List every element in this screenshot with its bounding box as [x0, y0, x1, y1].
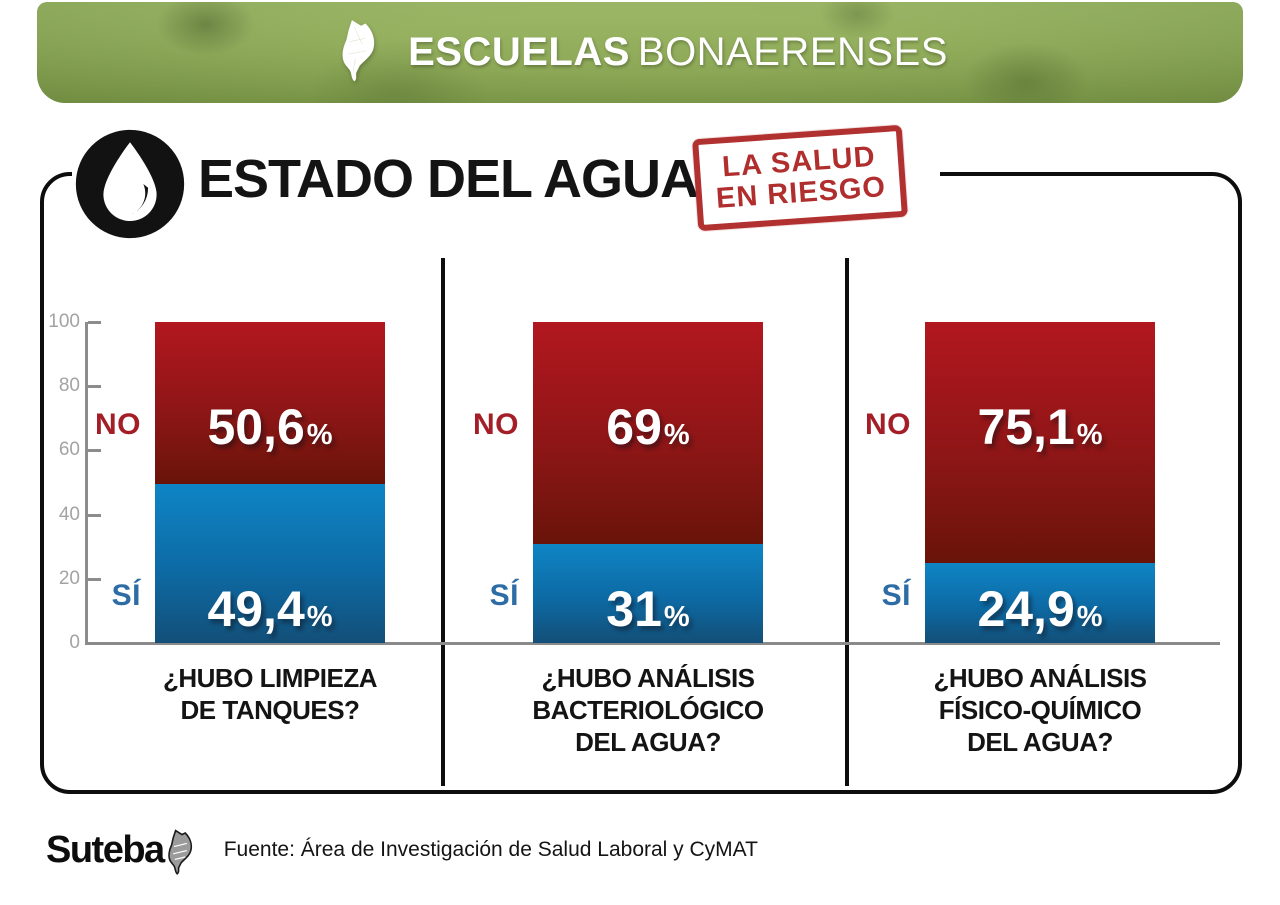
chart-analisis-fisico-quimico: NO SÍ 75,1% 24,9% ¿HUBO ANÁLISIS FÍSICO-QUÍMI…	[845, 176, 1238, 790]
percent-sign: %	[306, 419, 333, 451]
source-text: Fuente: Área de Investigación de Salud L…	[223, 838, 758, 861]
header-banner: ESCUELAS BONAERENSES	[37, 2, 1243, 103]
question-line: DE TANQUES?	[180, 695, 360, 725]
bar-segment-no	[533, 322, 763, 544]
no-value-label: 50,6%	[155, 398, 385, 456]
section-divider-1	[441, 258, 445, 786]
stacked-bar	[533, 322, 763, 643]
x-axis-line	[85, 642, 1220, 645]
water-drop-icon	[73, 127, 187, 241]
y-axis-tick	[88, 321, 101, 324]
y-axis-tick-label: 100	[48, 311, 80, 332]
bar-segment-si	[925, 563, 1155, 643]
percent-sign: %	[1076, 419, 1103, 451]
chart-limpieza-tanques: NO SÍ 50,6% 49,4% ¿HUBO LIMPIEZA DE TANQUES?	[44, 176, 441, 790]
y-axis-tick	[88, 385, 101, 389]
no-value-label: 75,1%	[925, 398, 1155, 456]
no-series-label: NO	[95, 408, 141, 441]
question-line: ¿HUBO ANÁLISIS	[541, 663, 755, 693]
y-axis	[85, 322, 88, 643]
charts-area: NO SÍ 50,6% 49,4% ¿HUBO LIMPIEZA DE TANQUES? …	[44, 176, 1238, 790]
no-series-label: NO	[865, 408, 911, 441]
y-axis-tick-label: 0	[69, 632, 80, 653]
percent-sign: %	[663, 601, 690, 633]
bar-segment-si	[155, 484, 385, 643]
stacked-bar	[925, 322, 1155, 643]
si-value-label: 49,4%	[155, 580, 385, 638]
question-line: DEL AGUA?	[575, 727, 721, 757]
question-label: ¿HUBO ANÁLISIS FÍSICO-QUÍMICO DEL AGUA?	[890, 662, 1190, 758]
bar-segment-no	[925, 322, 1155, 564]
footer: Suteba Fuente: Área de Investigación de …	[46, 820, 758, 880]
si-value-label: 31%	[533, 580, 763, 638]
page-title: ESTADO DEL AGUA	[198, 149, 699, 209]
y-axis-tick	[88, 577, 101, 581]
bar-segment-no	[155, 322, 385, 485]
chart-analisis-bacteriologico: NO SÍ 69% 31% ¿HUBO ANÁLISIS BACTERIOLÓGICO DE…	[441, 176, 845, 790]
y-axis-tick	[88, 449, 101, 453]
suteba-logo-map-icon	[167, 829, 192, 875]
si-value-label-number: 49,4	[207, 581, 305, 637]
no-value-label: 69%	[533, 398, 763, 456]
si-series-label: SÍ	[489, 579, 519, 612]
no-series-label: NO	[473, 408, 519, 441]
percent-sign: %	[306, 601, 333, 633]
suteba-logo-text: Suteba	[46, 828, 165, 871]
y-axis-tick-label: 80	[58, 375, 80, 397]
percent-sign: %	[1076, 601, 1103, 633]
banner-title: ESCUELAS BONAERENSES	[408, 30, 948, 75]
y-axis-tick-label: 60	[58, 439, 80, 461]
si-value-label: 24,9%	[925, 580, 1155, 638]
warning-stamp: LA SALUD EN RIESGO	[692, 124, 908, 232]
question-label: ¿HUBO ANÁLISIS BACTERIOLÓGICO DEL AGUA?	[498, 662, 798, 758]
question-label: ¿HUBO LIMPIEZA DE TANQUES?	[120, 662, 420, 726]
question-line: FÍSICO-QUÍMICO	[938, 695, 1142, 725]
si-value-label-number: 24,9	[977, 581, 1075, 637]
stacked-bar	[155, 322, 385, 643]
si-value-label-number: 31	[606, 581, 662, 637]
section-divider-2	[845, 258, 849, 786]
question-line: ¿HUBO ANÁLISIS	[933, 663, 1147, 693]
banner-title-bold: ESCUELAS	[408, 30, 630, 74]
y-axis-tick-label: 40	[58, 503, 80, 525]
bar-segment-si	[533, 543, 763, 643]
percent-sign: %	[663, 419, 690, 451]
no-value-label-number: 69	[606, 399, 662, 455]
question-line: ¿HUBO LIMPIEZA	[163, 663, 378, 693]
si-series-label: SÍ	[111, 579, 141, 612]
banner-title-light: BONAERENSES	[637, 30, 948, 74]
y-axis-tick-label: 20	[58, 567, 80, 589]
suteba-logo: Suteba	[46, 823, 202, 877]
buenos-aires-map-icon	[342, 19, 375, 81]
no-value-label-number: 50,6	[207, 399, 305, 455]
question-line: DEL AGUA?	[967, 727, 1113, 757]
si-series-label: SÍ	[881, 579, 911, 612]
no-value-label-number: 75,1	[977, 399, 1075, 455]
question-line: BACTERIOLÓGICO	[532, 695, 764, 725]
y-axis-tick	[88, 513, 101, 517]
